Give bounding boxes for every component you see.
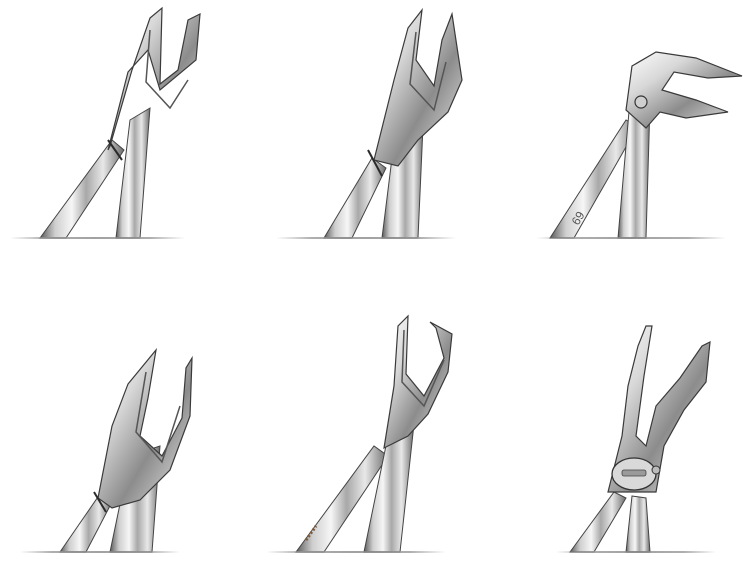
hinge-pin — [634, 95, 648, 109]
dental-forceps-icon — [295, 314, 453, 553]
shadow — [10, 237, 185, 239]
dental-forceps-icon — [323, 7, 463, 239]
shadow — [536, 237, 726, 239]
forceps-upper-middle — [248, 0, 495, 285]
forceps-upper-right: 69 — [496, 0, 743, 285]
shadow — [556, 551, 716, 553]
forceps-upper-left — [0, 0, 247, 285]
forceps-lower-right — [496, 286, 743, 571]
shadow — [20, 551, 180, 553]
forceps-lower-left — [0, 286, 247, 571]
dental-forceps-icon — [39, 6, 201, 239]
dental-forceps-icon: 69 — [549, 51, 743, 239]
dental-forceps-icon — [59, 347, 193, 553]
dental-forceps-icon — [569, 325, 711, 553]
shadow — [266, 551, 446, 553]
forceps-lower-middle — [248, 286, 495, 571]
shadow — [276, 237, 456, 239]
